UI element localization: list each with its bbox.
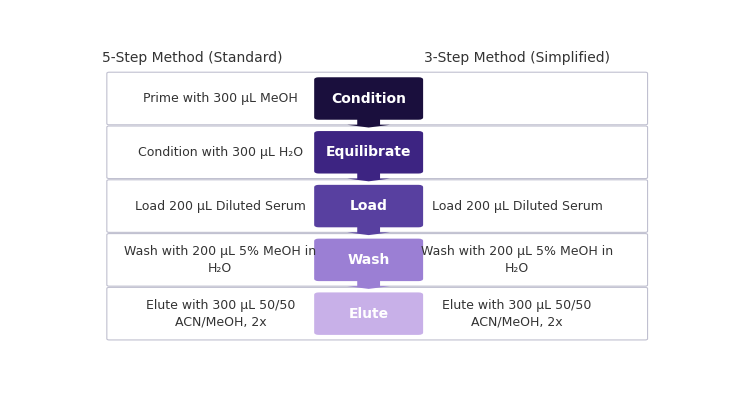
Text: 3-Step Method (Simplified): 3-Step Method (Simplified) bbox=[424, 51, 610, 65]
Text: Load 200 μL Diluted Serum: Load 200 μL Diluted Serum bbox=[135, 200, 305, 213]
Polygon shape bbox=[347, 117, 390, 128]
FancyBboxPatch shape bbox=[107, 287, 648, 340]
Text: Load 200 μL Diluted Serum: Load 200 μL Diluted Serum bbox=[431, 200, 602, 213]
Text: Elute with 300 μL 50/50
ACN/MeOH, 2x: Elute with 300 μL 50/50 ACN/MeOH, 2x bbox=[146, 299, 295, 329]
Text: Condition: Condition bbox=[331, 91, 406, 105]
Text: Wash with 200 μL 5% MeOH in
H₂O: Wash with 200 μL 5% MeOH in H₂O bbox=[421, 245, 613, 275]
FancyBboxPatch shape bbox=[107, 180, 648, 232]
Polygon shape bbox=[347, 171, 390, 181]
FancyBboxPatch shape bbox=[314, 185, 423, 227]
Text: Condition with 300 μL H₂O: Condition with 300 μL H₂O bbox=[138, 146, 303, 159]
Text: Elute: Elute bbox=[349, 307, 389, 321]
Polygon shape bbox=[347, 225, 390, 235]
FancyBboxPatch shape bbox=[314, 131, 423, 173]
Text: Prime with 300 μL MeOH: Prime with 300 μL MeOH bbox=[143, 92, 298, 105]
FancyBboxPatch shape bbox=[107, 234, 648, 286]
FancyBboxPatch shape bbox=[107, 126, 648, 179]
Polygon shape bbox=[347, 279, 390, 289]
Text: Elute with 300 μL 50/50
ACN/MeOH, 2x: Elute with 300 μL 50/50 ACN/MeOH, 2x bbox=[442, 299, 592, 329]
Text: Equilibrate: Equilibrate bbox=[326, 145, 411, 159]
FancyBboxPatch shape bbox=[107, 72, 648, 125]
FancyBboxPatch shape bbox=[314, 292, 423, 335]
FancyBboxPatch shape bbox=[314, 239, 423, 281]
Text: 5-Step Method (Standard): 5-Step Method (Standard) bbox=[102, 51, 282, 65]
Text: Wash: Wash bbox=[347, 253, 390, 267]
Text: Load: Load bbox=[350, 199, 388, 213]
Text: Wash with 200 μL 5% MeOH in
H₂O: Wash with 200 μL 5% MeOH in H₂O bbox=[124, 245, 316, 275]
FancyBboxPatch shape bbox=[314, 77, 423, 120]
